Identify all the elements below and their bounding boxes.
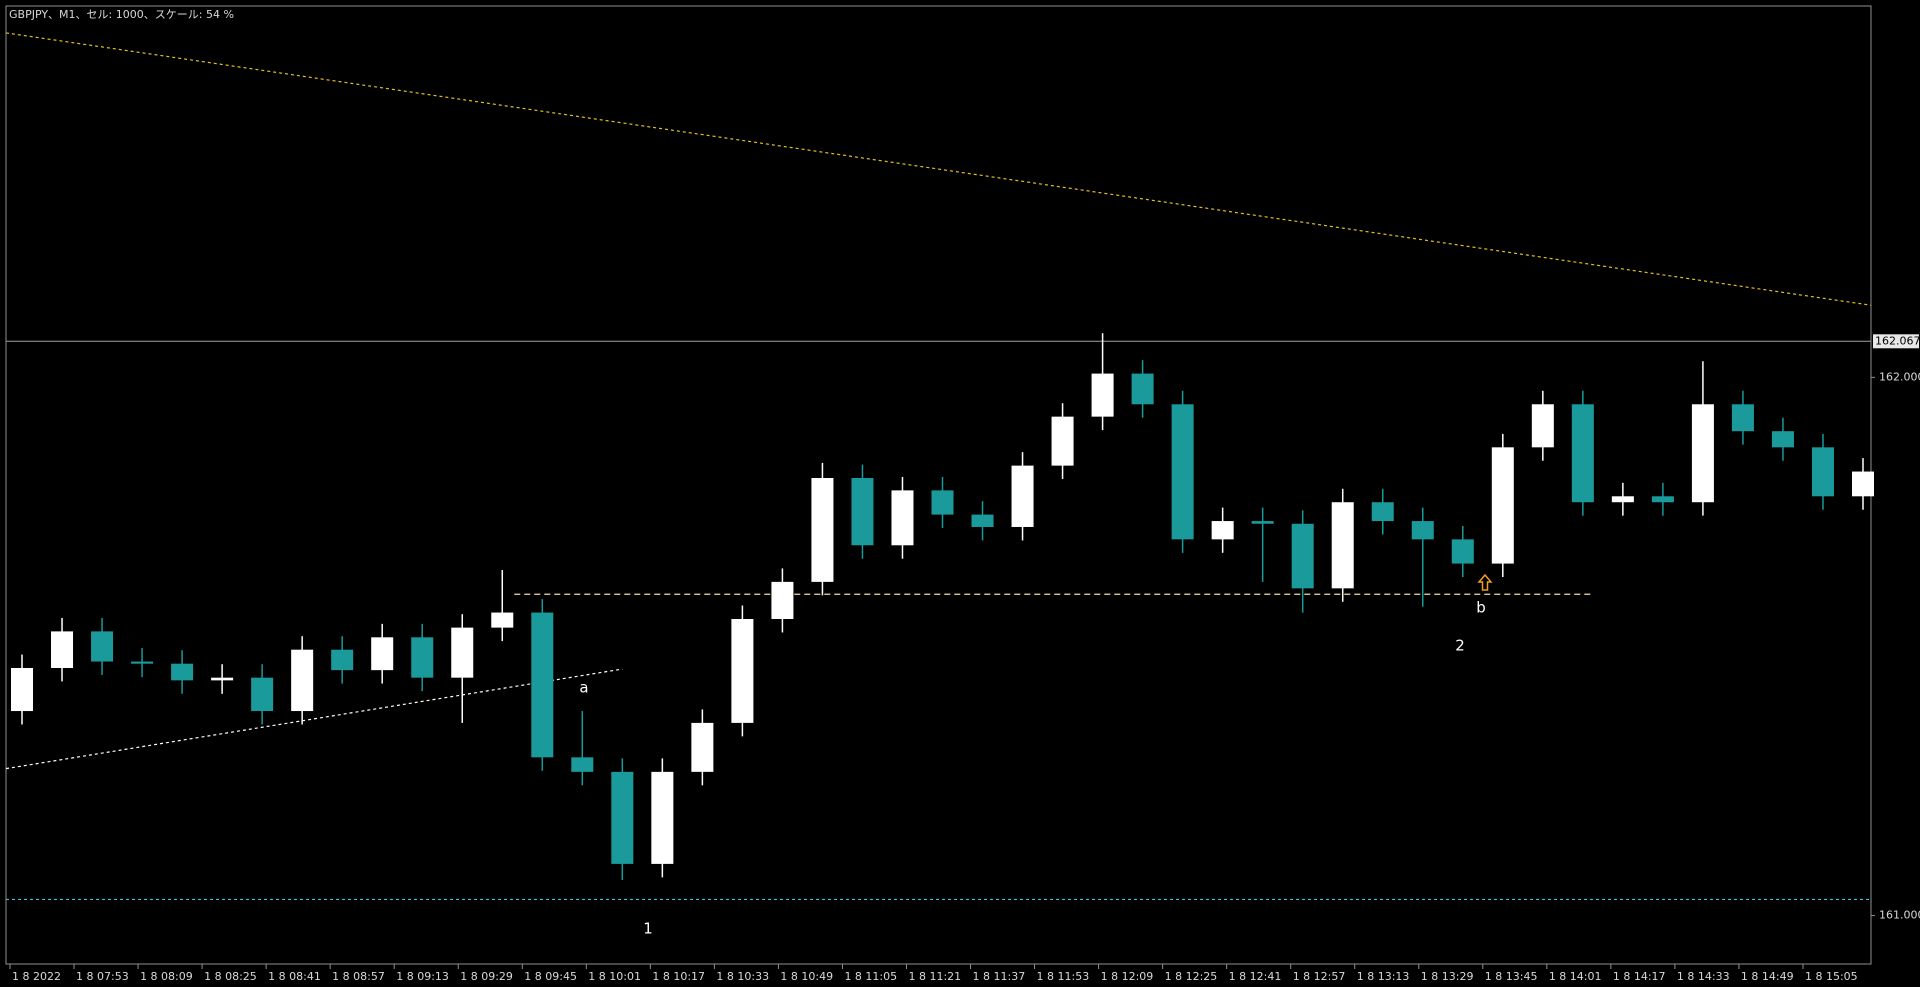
- candle-body: [1331, 502, 1354, 589]
- candle-body: [211, 677, 234, 681]
- x-tick-label: 1 8 09:29: [460, 970, 513, 983]
- arrow-icon: [1477, 573, 1493, 591]
- candle-body: [611, 771, 634, 864]
- x-tick-label: 1 8 08:57: [332, 970, 385, 983]
- candle-body: [171, 663, 194, 681]
- trend-line: [5, 32, 1872, 306]
- candle-body: [1171, 404, 1194, 540]
- candle-body: [1251, 521, 1274, 524]
- candle-body: [491, 612, 514, 628]
- x-tick-label: 1 8 12:09: [1101, 970, 1154, 983]
- candle-body: [691, 722, 714, 772]
- x-tick-label: 1 8 13:45: [1485, 970, 1538, 983]
- x-tick-label: 1 8 10:33: [716, 970, 769, 983]
- candle-body: [131, 661, 154, 664]
- candle-body: [11, 667, 34, 712]
- x-tick-label: 1 8 10:17: [652, 970, 705, 983]
- candle-body: [651, 771, 674, 864]
- candle-body: [1491, 447, 1514, 564]
- candle-body: [771, 581, 794, 620]
- candle-body: [1211, 521, 1234, 540]
- x-tick-label: 1 8 14:17: [1613, 970, 1666, 983]
- annotation: 2: [1455, 637, 1465, 655]
- x-tick-label: 1 8 14:01: [1549, 970, 1602, 983]
- candle-body: [1651, 496, 1674, 503]
- candle-body: [1411, 521, 1434, 540]
- candle-body: [1731, 404, 1754, 432]
- trend-line: [5, 668, 623, 770]
- candle-body: [291, 649, 314, 712]
- x-tick-label: 1 8 08:41: [268, 970, 321, 983]
- candle-body: [1771, 431, 1794, 448]
- candle-body: [1051, 416, 1074, 466]
- candle-body: [51, 631, 74, 668]
- candle-body: [851, 478, 874, 546]
- x-tick-label: 1 8 08:25: [204, 970, 257, 983]
- candle-body: [531, 612, 554, 758]
- candle-body: [1851, 471, 1875, 497]
- bid-label-box: [1873, 334, 1919, 349]
- candle-body: [891, 490, 914, 546]
- annotation: b: [1476, 599, 1486, 617]
- candle-body: [1291, 523, 1314, 589]
- x-tick-label: 1 8 14:49: [1741, 970, 1794, 983]
- candle-body: [1371, 502, 1394, 522]
- candle-body: [331, 649, 354, 671]
- bid-label: 162.067: [1875, 334, 1920, 347]
- candle-body: [1531, 404, 1554, 448]
- candle-body: [571, 757, 594, 772]
- x-tick-label: 1 8 07:53: [76, 970, 129, 983]
- annotation: a: [579, 679, 588, 697]
- x-tick-label: 1 8 13:13: [1357, 970, 1410, 983]
- candle-body: [1691, 404, 1714, 503]
- plot: [5, 32, 1875, 901]
- candle-body: [811, 478, 834, 582]
- candle-body: [371, 637, 394, 671]
- candle-body: [1811, 447, 1834, 497]
- x-tick-label: 1 8 11:53: [1037, 970, 1090, 983]
- candle-body: [411, 637, 434, 678]
- candle-body: [1451, 539, 1474, 564]
- y-tick-label: 161.000: [1879, 909, 1920, 922]
- candle-body: [1131, 373, 1154, 405]
- candle-body: [1611, 496, 1634, 503]
- x-tick-label: 1 8 13:29: [1421, 970, 1474, 983]
- x-tick-label: 1 8 10:01: [588, 970, 641, 983]
- x-tick-label: 1 8 09:13: [396, 970, 449, 983]
- candle-body: [1571, 404, 1594, 503]
- candle-body: [91, 631, 114, 662]
- x-tick-label: 1 8 11:21: [908, 970, 961, 983]
- candle-body: [251, 677, 274, 712]
- x-tick-label: 1 8 09:45: [524, 970, 577, 983]
- chart-title: GBPJPY、M1、セル: 1000、スケール: 54 %: [9, 8, 234, 21]
- candle-body: [1091, 373, 1114, 417]
- candle-body: [451, 627, 474, 678]
- x-tick-label: 1 8 14:33: [1677, 970, 1730, 983]
- candle-body: [731, 619, 754, 723]
- x-tick-label: 1 8 15:05: [1805, 970, 1858, 983]
- x-tick-label: 1 8 08:09: [140, 970, 193, 983]
- x-tick-label: 1 8 12:25: [1165, 970, 1218, 983]
- x-tick-label: 1 8 11:05: [844, 970, 897, 983]
- candle-body: [1011, 465, 1034, 527]
- candle-body: [931, 490, 954, 515]
- y-tick-label: 162.000: [1879, 370, 1920, 383]
- x-tick-label: 1 8 2022: [12, 970, 61, 983]
- annotation: 1: [643, 920, 653, 938]
- candle-body: [971, 514, 994, 527]
- x-tick-label: 1 8 11:37: [973, 970, 1026, 983]
- x-tick-label: 1 8 12:57: [1293, 970, 1346, 983]
- x-tick-label: 1 8 10:49: [780, 970, 833, 983]
- x-tick-label: 1 8 12:41: [1229, 970, 1282, 983]
